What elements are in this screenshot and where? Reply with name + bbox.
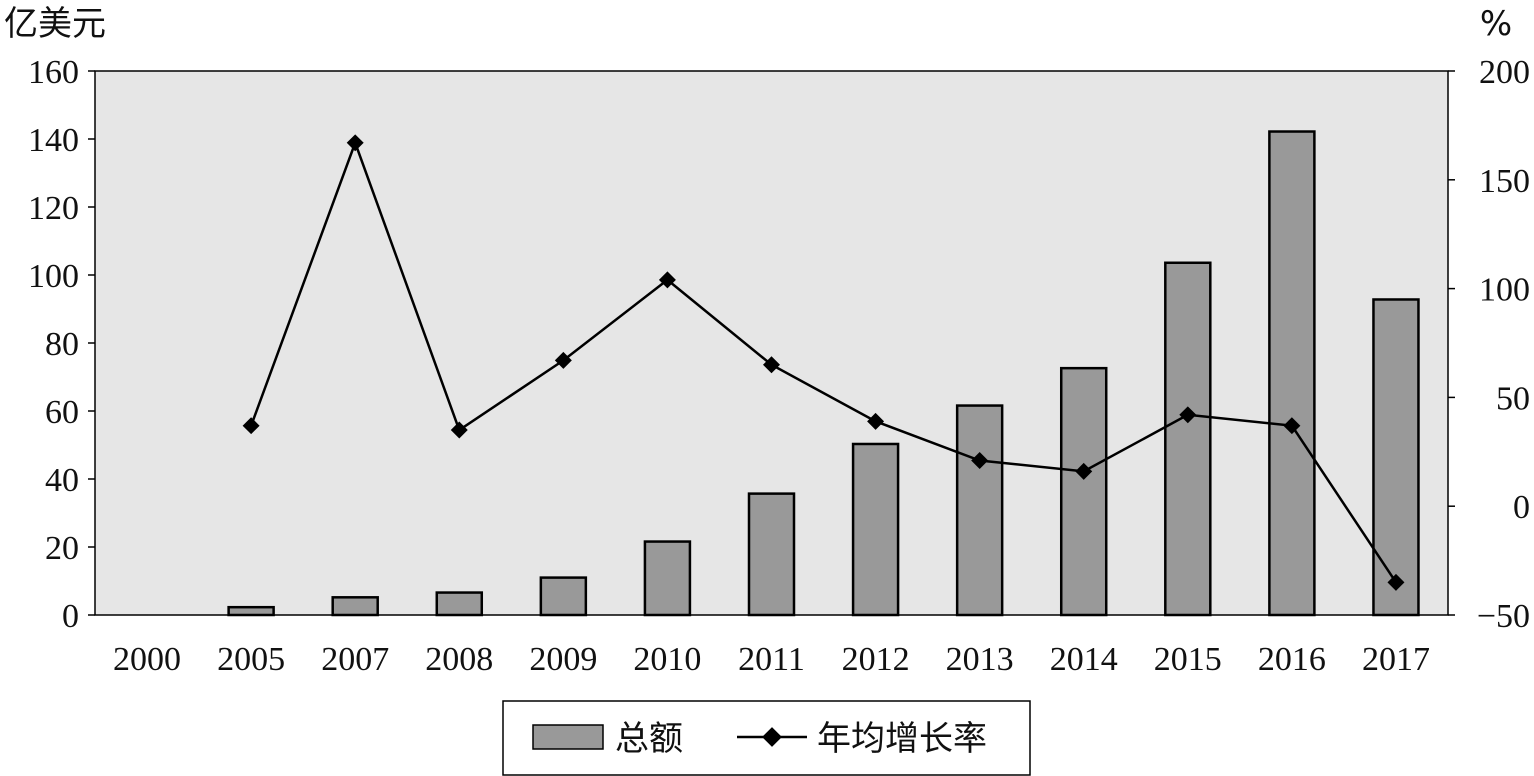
bar-2011 (747, 492, 796, 617)
x-tick-label: 2000 (113, 641, 181, 678)
x-tick-label: 2017 (1362, 641, 1430, 678)
x-tick-label: 2013 (946, 641, 1014, 678)
x-tick-label: 2009 (529, 641, 597, 678)
x-tick-label: 2011 (738, 641, 805, 678)
growth-point-2011 (763, 356, 780, 374)
legend: 总额 年均增长率 (502, 700, 1031, 776)
legend-bar-swatch (532, 724, 604, 750)
bar-2008 (435, 591, 484, 617)
bar-2010 (643, 540, 692, 617)
bar-2014 (1059, 366, 1108, 617)
bar-2007 (331, 596, 379, 617)
growth-point-2017 (1387, 573, 1405, 591)
right-tick-label: 100 (1479, 272, 1530, 309)
growth-point-2008 (450, 421, 468, 439)
left-axis: 0 20 40 60 80 100 120 140 160 (28, 54, 95, 635)
bar-2012 (851, 442, 900, 617)
left-tick-label: 80 (45, 326, 79, 363)
bar-2013 (955, 404, 1004, 617)
x-tick-label: 2015 (1154, 641, 1222, 678)
y-right-unit-label: % (1480, 4, 1512, 44)
x-tick-label: 2012 (842, 641, 910, 678)
left-tick-label: 120 (28, 190, 79, 227)
x-tick-label: 2016 (1258, 641, 1326, 678)
x-tick-label: 2005 (217, 641, 285, 678)
right-tick-label: 150 (1479, 163, 1530, 200)
left-tick-label: 140 (28, 122, 79, 159)
growth-point-2005 (242, 417, 260, 435)
bar-2005 (227, 605, 275, 617)
x-tick-label: 2008 (425, 641, 493, 678)
legend-line-marker (762, 727, 782, 747)
bar-2016 (1268, 130, 1316, 617)
left-tick-label: 100 (28, 258, 79, 295)
x-tick-label: 2014 (1050, 641, 1118, 678)
growth-point-2012 (867, 412, 885, 430)
left-tick-label: 160 (28, 54, 79, 91)
growth-point-2007 (346, 134, 364, 152)
y-left-unit-label: 亿美元 (4, 4, 106, 44)
right-tick-label: 50 (1496, 380, 1530, 417)
x-tick-label: 2007 (321, 641, 389, 678)
bars-layer (227, 130, 1420, 617)
growth-point-2009 (554, 351, 572, 369)
bar-2015 (1164, 261, 1212, 617)
bar-2009 (539, 576, 588, 617)
right-tick-label: 200 (1479, 54, 1530, 91)
growth-point-2010 (658, 271, 676, 289)
right-tick-label: −50 (1477, 598, 1530, 635)
left-tick-label: 40 (45, 462, 79, 499)
bar-2017 (1372, 298, 1420, 617)
left-tick-label: 0 (62, 598, 79, 635)
growth-point-2013 (971, 452, 989, 469)
right-axis: −50 0 50 100 150 200 (1448, 54, 1530, 635)
right-tick-label: 0 (1513, 489, 1530, 526)
left-tick-label: 20 (45, 530, 79, 567)
x-tick-label: 2010 (633, 641, 701, 678)
left-tick-label: 60 (45, 394, 79, 431)
x-axis: 2000 2005 2007 2008 2009 2010 2011 2012 2013 2014… (113, 641, 1430, 678)
legend-line-label: 年均增长率 (817, 719, 987, 759)
legend-bar-label: 总额 (615, 719, 683, 759)
growth-rate-line (249, 139, 1398, 584)
